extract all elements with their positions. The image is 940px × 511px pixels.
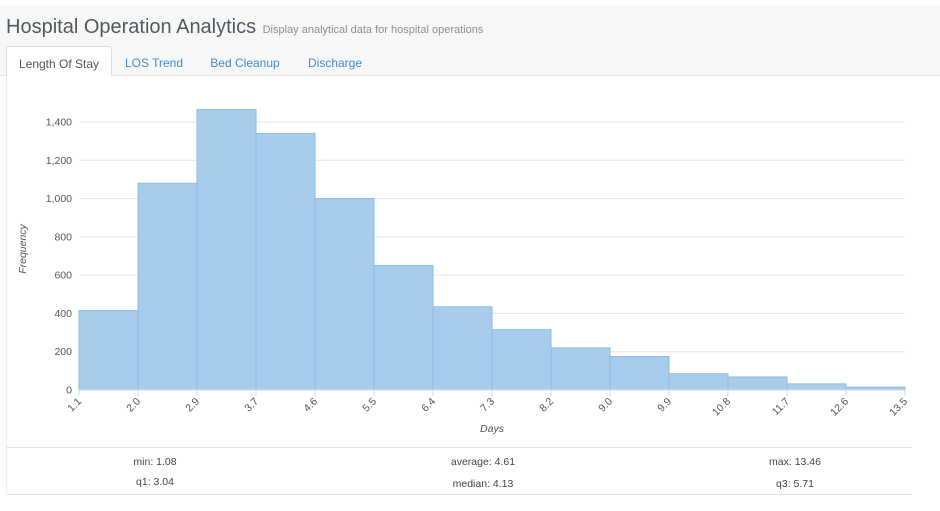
x-tick-label: 9.9 <box>655 396 674 415</box>
histogram-bar[interactable] <box>432 306 493 391</box>
x-axis: 1.1 2.0 2.9 3.7 4.6 5.5 6.4 7.3 8.2 9.0 9.9 10.8 11.… <box>65 389 910 419</box>
histogram-bar[interactable] <box>196 109 257 391</box>
histogram-bar[interactable] <box>255 132 316 391</box>
stat-average-label: average <box>451 456 495 468</box>
stat-median: median4.13 <box>383 478 583 490</box>
x-tick-label: 13.5 <box>887 396 910 419</box>
y-tick-label: 1,000 <box>46 193 72 205</box>
x-tick-label: 10.8 <box>710 396 733 419</box>
histogram-bar[interactable] <box>491 329 552 391</box>
page-title: Hospital Operation Analytics <box>6 16 257 38</box>
tab-los-trend[interactable]: LOS Trend <box>124 56 184 70</box>
stat-median-value: 4.13 <box>492 478 514 490</box>
tab-bed-cleanup[interactable]: Bed Cleanup <box>210 56 280 70</box>
stat-q3-label: q3 <box>776 478 794 490</box>
stat-average: average4.61 <box>383 456 583 468</box>
title-row: Hospital Operation Analytics Display ana… <box>6 16 483 39</box>
histogram-bar[interactable] <box>609 356 670 391</box>
y-tick-label: 0 <box>66 385 72 397</box>
stat-min-value: 1.08 <box>156 456 177 468</box>
stat-max: max13.46 <box>695 456 895 468</box>
stat-average-value: 4.61 <box>494 456 516 468</box>
y-axis: 0 200 400 600 800 1,000 1,200 1,400 <box>46 117 72 397</box>
x-axis-label: Days <box>480 423 505 435</box>
y-tick-label: 400 <box>54 308 72 320</box>
stat-q3-value: 5.71 <box>793 478 814 490</box>
stat-max-label: max <box>769 456 795 468</box>
x-tick-label: 12.6 <box>828 396 851 419</box>
y-tick-label: 200 <box>54 346 72 358</box>
histogram-bar[interactable] <box>78 310 139 391</box>
histogram-bar[interactable] <box>373 265 434 391</box>
stat-q1-value: 3.04 <box>153 476 174 488</box>
stat-median-label: median <box>453 478 493 490</box>
x-tick-label: 9.0 <box>596 396 615 415</box>
stat-max-value: 13.46 <box>794 456 821 468</box>
x-tick-label: 3.7 <box>242 396 261 415</box>
stat-min: min1.08 <box>55 456 255 468</box>
x-tick-label: 8.2 <box>537 396 556 415</box>
stat-q1-label: q1 <box>136 476 154 488</box>
y-tick-label: 600 <box>54 270 72 282</box>
histogram-chart: 0 200 400 600 800 1,000 1,200 1,400 1.1 2.0 2.9 3.… <box>17 109 910 435</box>
histogram-bar[interactable] <box>668 373 729 391</box>
histogram-bar[interactable] <box>137 182 198 391</box>
x-tick-label: 1.1 <box>65 396 84 415</box>
y-axis-label: Frequency <box>17 223 29 273</box>
y-tick-label: 800 <box>54 231 72 243</box>
x-tick-label: 2.0 <box>124 396 143 415</box>
y-tick-label: 1,200 <box>46 155 72 167</box>
x-tick-label: 6.4 <box>419 396 438 415</box>
x-tick-label: 4.6 <box>301 396 320 415</box>
histogram-bar[interactable] <box>727 376 788 391</box>
x-tick-label: 2.9 <box>183 396 202 415</box>
tab-discharge[interactable]: Discharge <box>307 56 363 70</box>
histogram-bar[interactable] <box>314 198 375 391</box>
x-tick-label: 11.7 <box>770 396 792 418</box>
histogram-bar[interactable] <box>550 347 611 391</box>
y-tick-label: 1,400 <box>46 117 72 129</box>
bars <box>78 109 906 391</box>
stat-q1: q13.04 <box>55 476 255 488</box>
page-subtitle: Display analytical data for hospital ope… <box>262 24 484 36</box>
x-tick-label: 7.3 <box>478 396 497 415</box>
stat-q3: q35.71 <box>695 478 895 490</box>
histogram-bar[interactable] <box>786 383 847 391</box>
stat-min-label: min <box>133 456 156 468</box>
x-tick-label: 5.5 <box>360 396 379 415</box>
summary-stats: min1.08 average4.61 max13.46 q13.04 medi… <box>6 447 912 495</box>
